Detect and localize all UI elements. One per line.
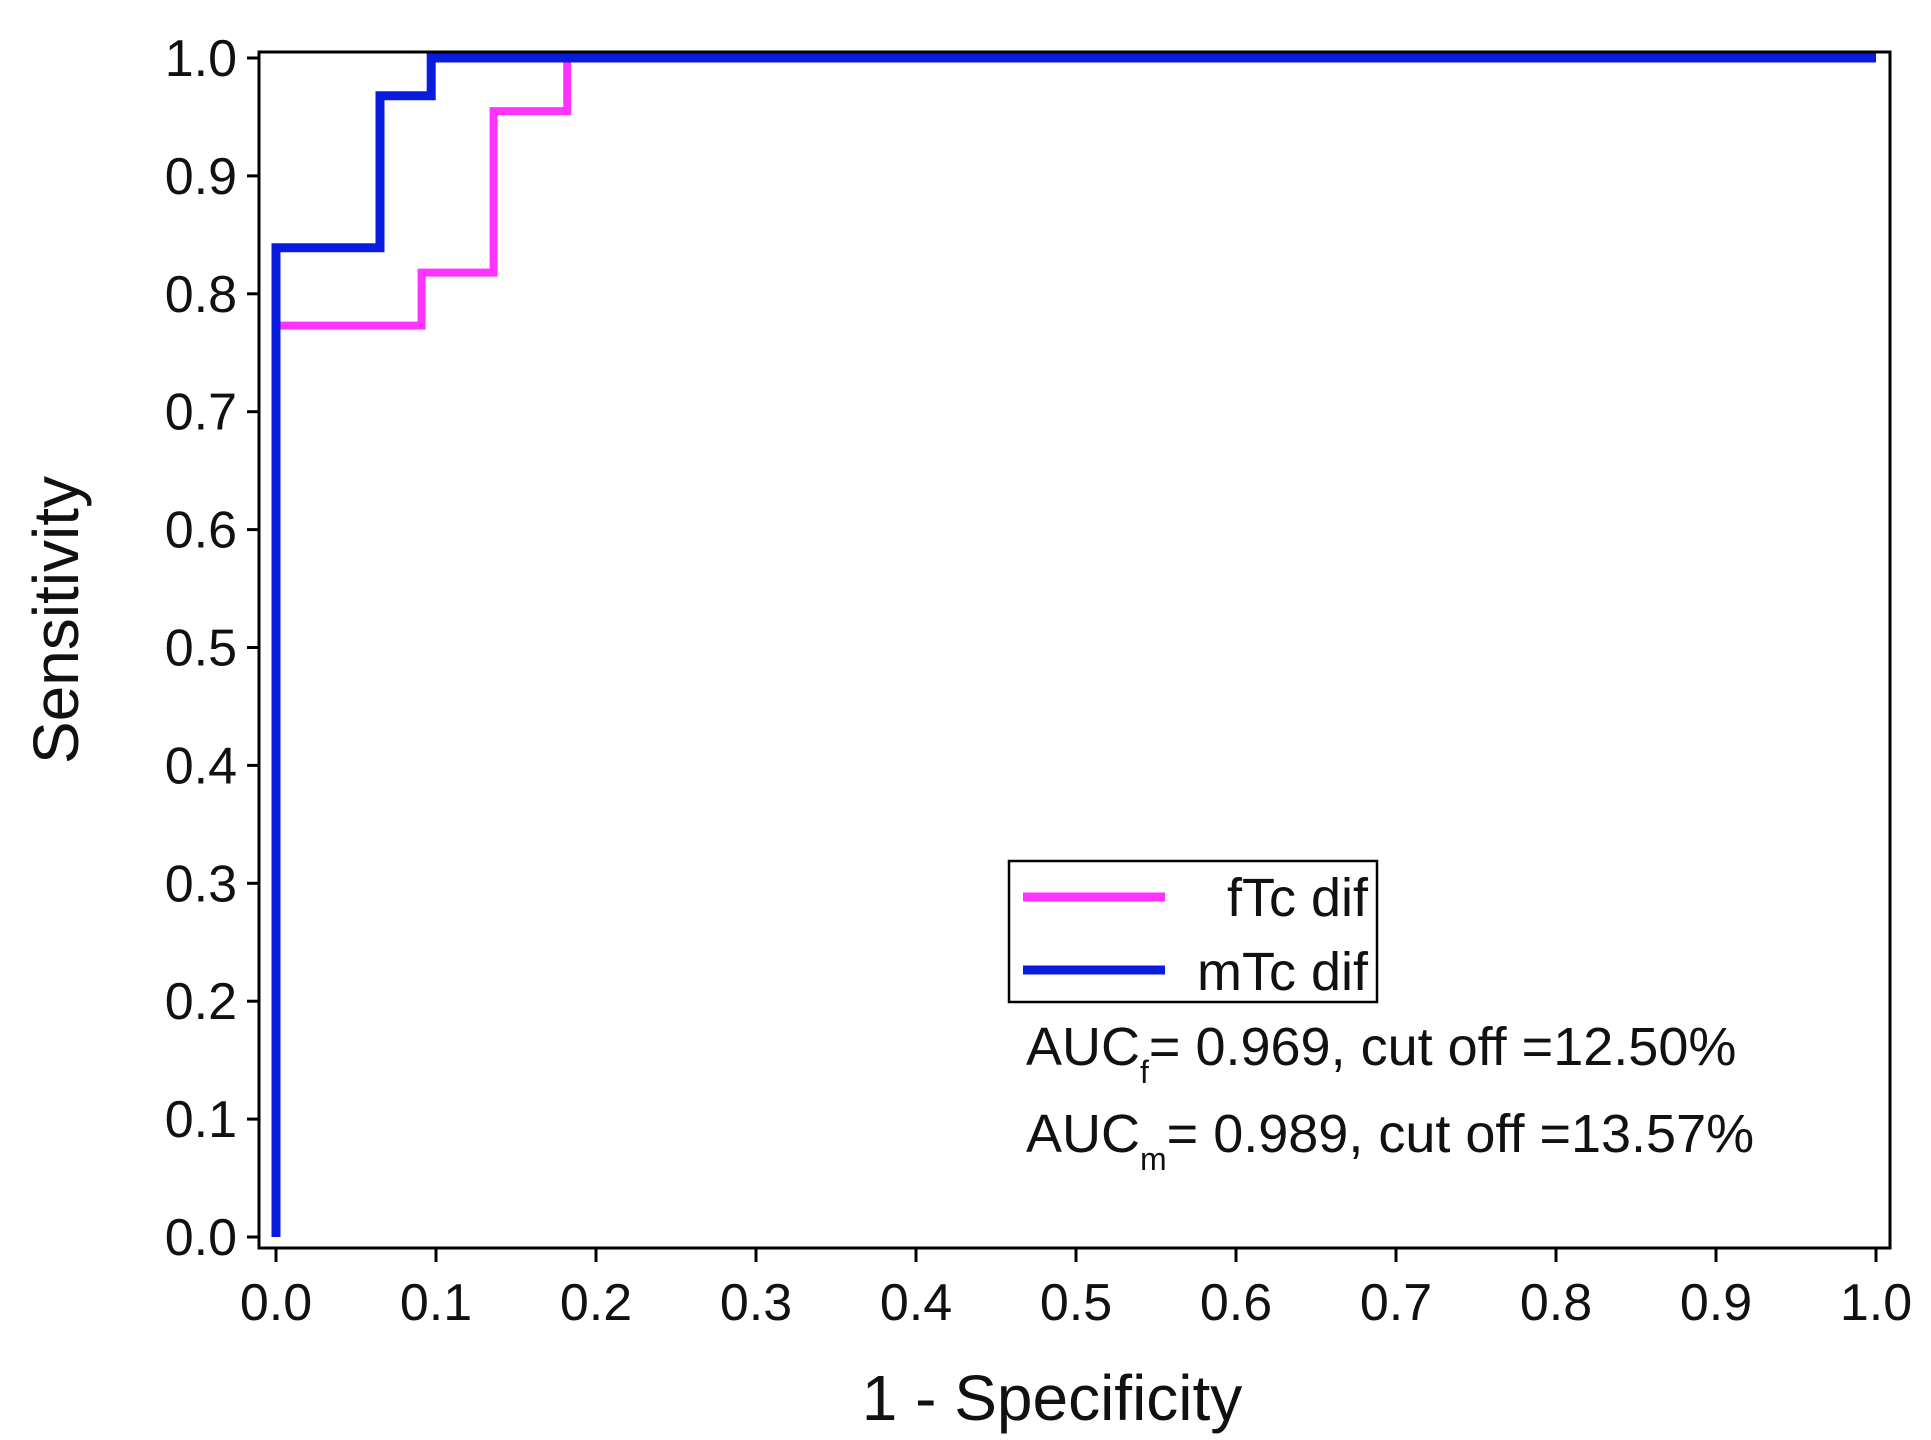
x-tick-label: 0.5 xyxy=(1040,1274,1112,1332)
y-tick-label: 0.0 xyxy=(165,1209,237,1267)
series-line-ftc xyxy=(272,54,1876,1237)
y-axis-ticks: 0.0 0.1 0.2 0.3 0.4 0.5 0.6 0.7 0.8 0.9 1.0 xyxy=(165,30,259,1267)
annotation-auc-f: AUCf= 0.969, cut off =12.50% xyxy=(1026,1017,1736,1090)
y-tick-label: 1.0 xyxy=(165,30,237,88)
x-tick-label: 0.9 xyxy=(1680,1274,1752,1332)
annotation-auc-f-prefix: AUC xyxy=(1026,1017,1140,1077)
x-tick-label: 0.7 xyxy=(1360,1274,1432,1332)
annotation-auc-f-subscript: f xyxy=(1140,1054,1149,1090)
x-tick-label: 1.0 xyxy=(1840,1274,1912,1332)
y-tick-label: 0.9 xyxy=(165,148,237,206)
x-tick-label: 0.4 xyxy=(880,1274,952,1332)
y-tick-label: 0.6 xyxy=(165,502,237,560)
legend: fTc dif mTc dif xyxy=(1007,859,1379,1004)
annotation-auc-m: AUCm= 0.989, cut off =13.57% xyxy=(1026,1104,1754,1177)
y-tick-label: 0.5 xyxy=(165,620,237,678)
y-tick-label: 0.4 xyxy=(165,737,237,795)
y-tick-label: 0.7 xyxy=(165,384,237,442)
x-axis-title: 1 - Specificity xyxy=(862,1362,1243,1434)
annotation-auc-m-subscript: m xyxy=(1140,1141,1167,1177)
annotation-auc-f-text: = 0.969, cut off =12.50% xyxy=(1149,1017,1736,1077)
x-axis-ticks: 0.0 0.1 0.2 0.3 0.4 0.5 0.6 0.7 0.8 0.9 1.0 xyxy=(240,1248,1912,1332)
x-tick-label: 0.0 xyxy=(240,1274,312,1332)
legend-label-mtc: mTc dif xyxy=(1197,942,1369,1002)
y-tick-label: 0.8 xyxy=(165,266,237,324)
series-line-mtc xyxy=(271,53,1876,1237)
x-tick-label: 0.3 xyxy=(720,1274,792,1332)
annotation-auc-m-text: = 0.989, cut off =13.57% xyxy=(1167,1104,1754,1164)
svg-text:AUCf= 0.969, cut off =12.50%: AUCf= 0.969, cut off =12.50% xyxy=(1026,1017,1736,1090)
x-tick-label: 0.1 xyxy=(400,1274,472,1332)
legend-box xyxy=(1007,859,1379,1004)
annotation-auc-m-prefix: AUC xyxy=(1026,1104,1140,1164)
y-tick-label: 0.1 xyxy=(165,1091,237,1149)
y-tick-label: 0.2 xyxy=(165,973,237,1031)
x-tick-label: 0.6 xyxy=(1200,1274,1272,1332)
series-layer xyxy=(271,53,1876,1237)
svg-text:AUCm= 0.989, cut off =13.57%: AUCm= 0.989, cut off =13.57% xyxy=(1026,1104,1754,1177)
y-axis-title: Sensitivity xyxy=(20,476,92,764)
y-tick-label: 0.3 xyxy=(165,855,237,913)
x-tick-label: 0.2 xyxy=(560,1274,632,1332)
x-tick-label: 0.8 xyxy=(1520,1274,1592,1332)
legend-label-ftc: fTc dif xyxy=(1227,868,1369,928)
